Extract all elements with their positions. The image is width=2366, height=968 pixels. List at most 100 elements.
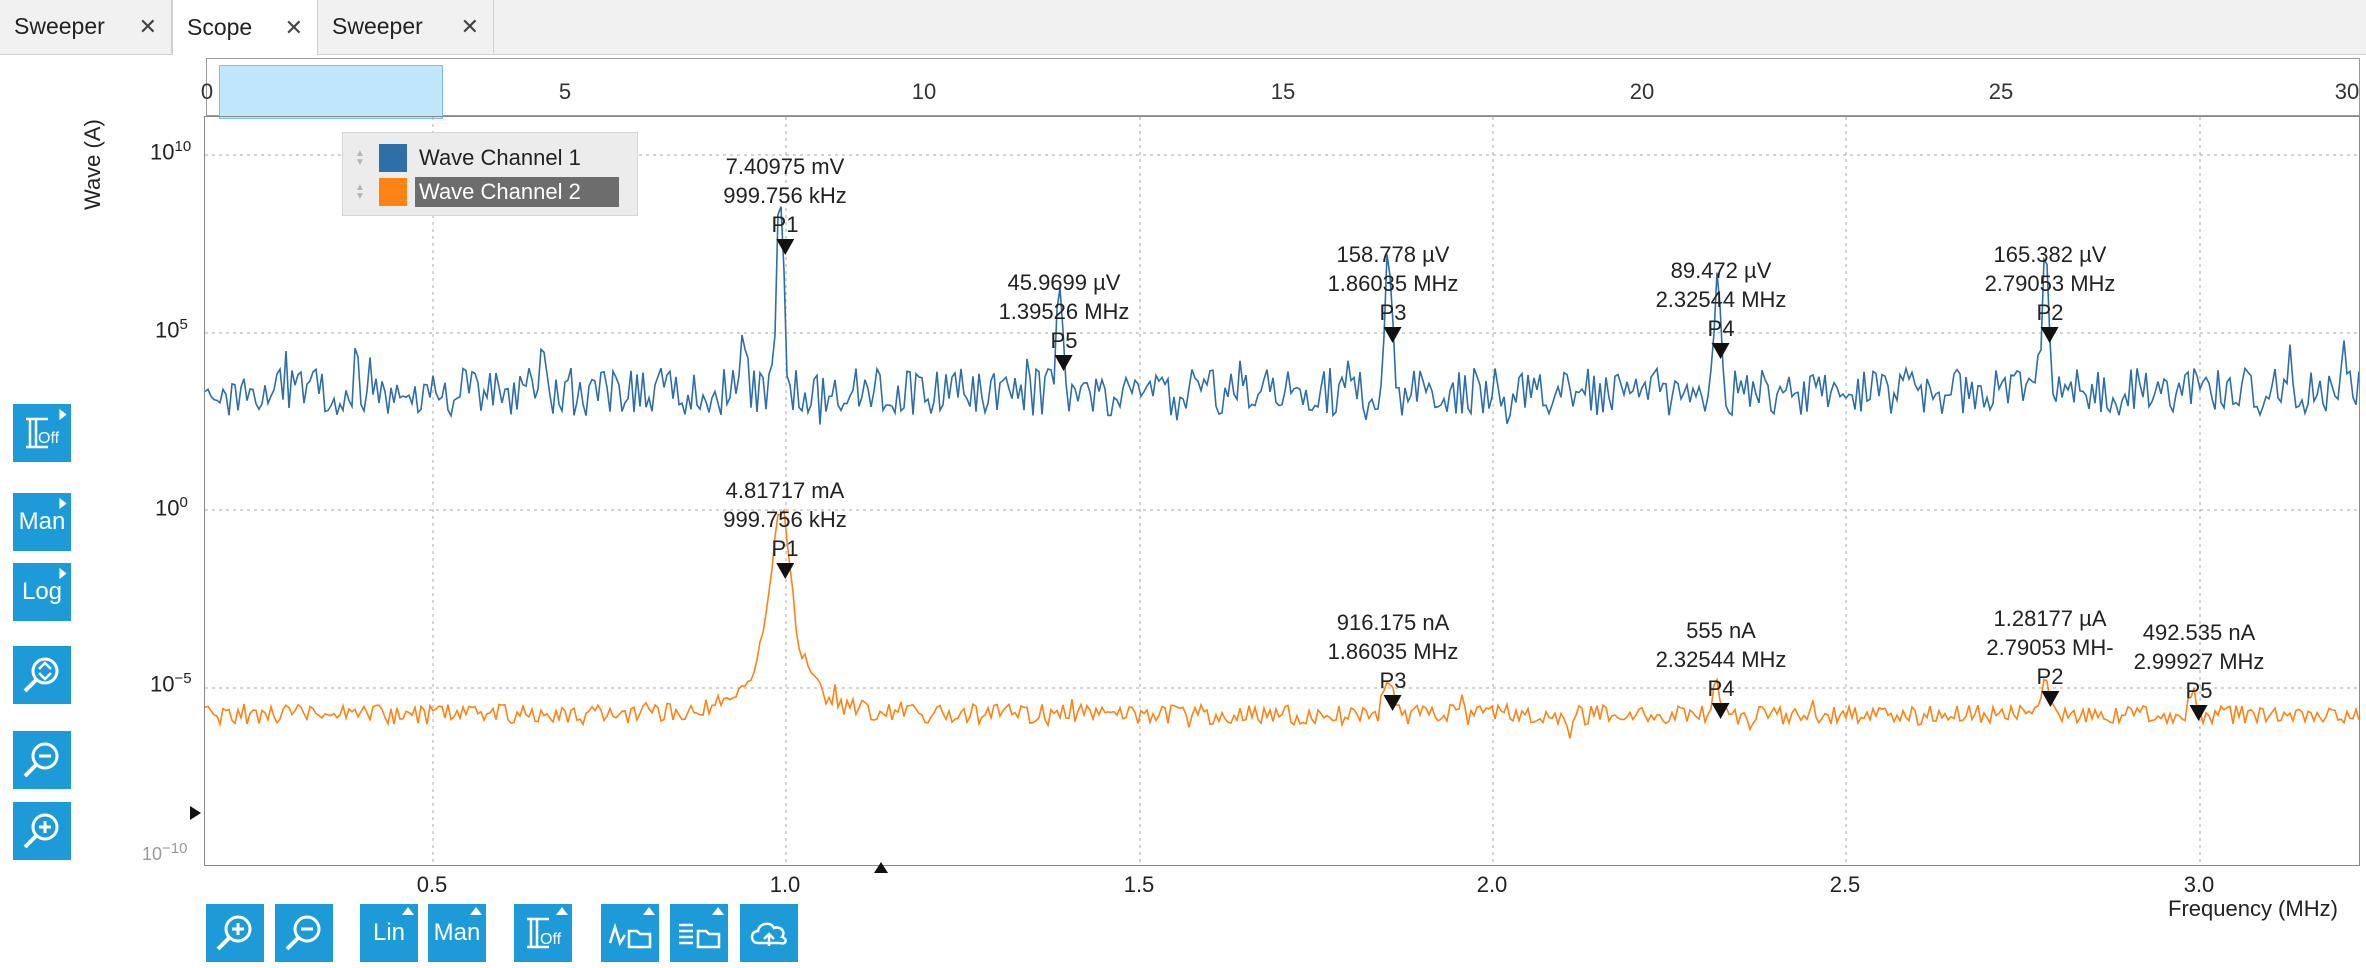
overview-tick: 0 [200, 79, 214, 104]
overview-tick: 10 [911, 79, 937, 104]
cursor-off-button[interactable]: Off [13, 404, 71, 462]
y-tick: 100 [155, 494, 188, 521]
marker-ch1-p5[interactable]: 45.9699 µV 1.39526 MHz P5 [999, 268, 1129, 371]
tool-label: Off [38, 430, 60, 447]
zoom-out-icon [285, 915, 321, 951]
tab-bar: Sweeper ✕ Scope ✕ Sweeper ✕ [0, 0, 2366, 55]
tab-sweeper-2[interactable]: Sweeper ✕ [318, 0, 494, 53]
x-tick: 0.5 [416, 872, 448, 897]
marker-ch2-p1[interactable]: 4.81717 mA 999.756 kHz P1 [723, 476, 847, 579]
marker-ch1-p4[interactable]: 89.472 µV 2.32544 MHz P4 [1656, 256, 1786, 359]
x-tick: 3.0 [2183, 872, 2215, 897]
overview-selection[interactable] [219, 65, 443, 119]
cursor-off-icon [527, 917, 549, 949]
tab-label: Sweeper [332, 13, 423, 39]
y-cursor-arrow[interactable] [190, 806, 201, 820]
legend-swatch [379, 144, 407, 172]
zoom-out-button[interactable] [13, 731, 71, 789]
marker-frequency: 2.79053 MH- [1986, 635, 2114, 660]
legend-item-channel-1[interactable]: ▲ ▼ Wave Channel 1 [343, 141, 637, 175]
cloud-upload-button[interactable] [740, 904, 798, 962]
zoom-in-button[interactable] [13, 802, 71, 860]
legend-label: Wave Channel 2 [415, 177, 619, 207]
grid-lines [205, 117, 2359, 865]
cursor-off-button[interactable]: Off [514, 904, 572, 962]
zoom-in-icon [23, 813, 59, 849]
marker-triangle-icon [2189, 705, 2208, 721]
x-cursor-arrow[interactable] [874, 862, 888, 873]
marker-tag: P3 [1379, 668, 1407, 693]
zoom-fit-button[interactable] [13, 646, 71, 704]
marker-value: 492.535 nA [2142, 620, 2256, 645]
marker-triangle-icon [1383, 327, 1402, 343]
legend[interactable]: ▲ ▼ Wave Channel 1 ▲ ▼ Wave Channel 2 [342, 132, 638, 216]
trace-channel-2 [205, 508, 2359, 739]
zoom-in-icon [216, 915, 252, 951]
reorder-icon[interactable]: ▲ ▼ [355, 182, 365, 202]
legend-swatch [379, 178, 407, 206]
x-tick: 1.5 [1123, 872, 1155, 897]
plot-area[interactable] [204, 116, 2360, 866]
close-icon[interactable]: ✕ [460, 13, 479, 39]
marker-ch2-p4[interactable]: 555 nA 2.32544 MHz P4 [1655, 616, 1787, 719]
tool-label: Lin [372, 919, 406, 946]
overview-tick: 20 [1629, 79, 1655, 104]
zoom-fit-icon [23, 657, 59, 693]
marker-frequency: 2.79053 MHz [1984, 271, 2116, 296]
overview-tick: 15 [1270, 79, 1296, 104]
marker-triangle-icon [776, 239, 794, 255]
marker-triangle-icon [1711, 343, 1730, 359]
marker-ch2-p5[interactable]: 492.535 nA 2.99927 MHz P5 [2133, 618, 2265, 721]
marker-tag: P2 [2036, 664, 2064, 689]
marker-triangle-icon [776, 563, 794, 579]
marker-value: 555 nA [1686, 618, 1756, 643]
marker-frequency: 2.99927 MHz [2133, 649, 2265, 674]
legend-label: Wave Channel 1 [419, 145, 581, 170]
zoom-out-icon [23, 742, 59, 778]
marker-ch2-p2[interactable]: 1.28177 µA 2.79053 MH- P2 [1986, 604, 2114, 707]
marker-tag: P5 [2185, 678, 2213, 703]
tab-sweeper-1[interactable]: Sweeper ✕ [0, 0, 172, 53]
marker-tag: P3 [1379, 300, 1407, 325]
manual-scale-button[interactable]: Man [428, 904, 486, 962]
marker-value: 165.382 µV [1993, 242, 2107, 267]
y-tick: 105 [155, 316, 188, 343]
marker-tag: P4 [1707, 676, 1735, 701]
overview-tick: 5 [558, 79, 572, 104]
reorder-icon[interactable]: ▲ ▼ [355, 148, 365, 168]
close-icon[interactable]: ✕ [138, 13, 157, 39]
y-tick: 10−10 [142, 840, 188, 864]
marker-ch1-p2[interactable]: 165.382 µV 2.79053 MHz P2 [1984, 240, 2116, 343]
marker-value: 158.778 µV [1336, 242, 1450, 267]
manual-scale-button[interactable]: Man [13, 493, 71, 551]
y-tick: 1010 [150, 138, 192, 165]
marker-frequency: 999.756 kHz [723, 183, 847, 208]
overview-ruler[interactable]: 0 5 10 15 20 25 30 [201, 58, 2360, 119]
marker-tag: P1 [771, 212, 799, 237]
marker-tag: P2 [2036, 300, 2064, 325]
marker-tag: P4 [1707, 316, 1735, 341]
legend-item-channel-2[interactable]: ▲ ▼ Wave Channel 2 [343, 175, 637, 209]
zoom-in-button[interactable] [206, 904, 264, 962]
save-waveform-button[interactable] [601, 904, 659, 962]
marker-tag: P5 [1050, 328, 1078, 353]
save-waveform-icon [608, 922, 652, 949]
save-table-icon [679, 923, 721, 949]
linear-scale-button[interactable]: Lin [360, 904, 418, 962]
plot-svg [205, 117, 2359, 865]
save-table-button[interactable] [670, 904, 728, 962]
marker-frequency: 999.756 kHz [723, 507, 847, 532]
tool-label: Man [433, 919, 481, 946]
marker-value: 7.40975 mV [725, 154, 845, 179]
close-icon[interactable]: ✕ [284, 14, 303, 40]
marker-ch2-p3[interactable]: 916.175 nA 1.86035 MHz P3 [1328, 608, 1458, 711]
y-tick: 10−5 [150, 670, 192, 697]
marker-frequency: 2.32544 MHz [1655, 647, 1787, 672]
zoom-out-button[interactable] [275, 904, 333, 962]
tab-scope[interactable]: Scope ✕ [172, 0, 318, 55]
tool-label: Man [18, 508, 66, 535]
marker-ch1-p1[interactable]: 7.40975 mV 999.756 kHz P1 [723, 152, 847, 255]
log-scale-button[interactable]: Log [13, 563, 71, 621]
marker-ch1-p3[interactable]: 158.778 µV 1.86035 MHz P3 [1328, 240, 1458, 343]
tool-label: Log [21, 578, 63, 605]
